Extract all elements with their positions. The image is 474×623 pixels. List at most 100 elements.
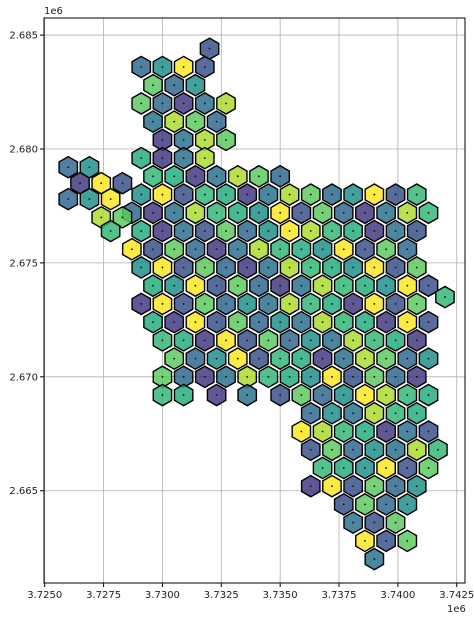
hex-center-point [182, 375, 185, 378]
hex-center-point [225, 375, 227, 378]
hex-center-point [173, 175, 176, 178]
hex-center-point [279, 394, 282, 396]
hex-center-point [182, 102, 185, 105]
hex-center-point [342, 394, 345, 396]
hex-center-point [121, 182, 124, 185]
hex-center-point [309, 193, 312, 196]
hex-center-point [100, 216, 103, 219]
hex-center-point [364, 503, 366, 506]
hex-center-point [173, 321, 176, 324]
hex-center-point [385, 284, 388, 287]
hex-center-point [258, 321, 260, 324]
hex-center-point [215, 120, 218, 123]
hex-center-point [203, 230, 206, 232]
hex-center-point [373, 521, 376, 524]
hex-center-point [288, 375, 291, 378]
hex-center-point [100, 182, 103, 185]
hex-center-point [364, 284, 366, 287]
hex-center-point [121, 216, 124, 219]
hex-center-point [394, 412, 397, 415]
hex-center-point [225, 193, 227, 196]
hex-center-point [236, 175, 239, 178]
hex-center-point [385, 430, 388, 433]
hex-center-point [444, 296, 446, 298]
hex-center-point [300, 357, 303, 360]
hex-center-point [373, 193, 376, 196]
hex-center-point [246, 193, 249, 196]
hex-center-point [406, 357, 409, 360]
hex-center-point [225, 102, 227, 105]
hex-center-point [373, 412, 376, 415]
hex-center-point [300, 248, 303, 251]
x-axis: 3.7250 3.7275 3.7300 3.7325 3.7350 3.7375 3.74… [27, 583, 474, 601]
hex-center-point [394, 375, 397, 378]
hex-center-point [406, 430, 409, 433]
hex-center-point [373, 375, 376, 378]
hex-center-point [406, 467, 409, 469]
hex-center-point [364, 467, 366, 469]
hex-center-point [309, 230, 312, 232]
hex-center-point [309, 448, 312, 451]
hex-center-point [152, 175, 154, 178]
hex-center-point [288, 230, 291, 232]
hex-center-point [246, 394, 249, 396]
hex-center-point [279, 357, 282, 360]
hex-center-point [331, 193, 333, 196]
hex-center-point [373, 266, 376, 269]
hex-center-point [194, 321, 197, 324]
hex-center-point [140, 157, 143, 160]
hex-center-point [215, 284, 218, 287]
hex-center-point [364, 211, 366, 214]
hex-center-point [246, 339, 249, 342]
hex-center-point [267, 193, 270, 196]
hex-center-point [246, 375, 249, 378]
hex-center-point [288, 339, 291, 342]
hex-center-point [300, 430, 303, 433]
hex-center-point [152, 120, 154, 123]
hex-center-point [352, 521, 355, 524]
hex-cells [58, 37, 455, 571]
hex-center-point [215, 394, 218, 396]
hex-center-point [161, 266, 164, 269]
hex-center-point [140, 193, 143, 196]
hex-center-point [267, 266, 270, 269]
hex-center-point [415, 485, 418, 488]
y-tick-label: 2.670 [9, 372, 38, 383]
hex-center-point [342, 321, 345, 324]
x-tick-label: 3.7350 [263, 590, 298, 601]
hex-center-point [321, 467, 324, 469]
hex-center-point [331, 448, 333, 451]
hex-center-point [364, 430, 366, 433]
hex-center-point [88, 166, 91, 169]
hex-center-point [321, 357, 324, 360]
hex-center-point [161, 303, 164, 305]
hex-center-point [321, 248, 324, 251]
hex-center-point [225, 138, 227, 141]
x-tick-label: 3.7375 [322, 590, 357, 601]
hex-center-point [394, 521, 397, 524]
hex-center-point [406, 211, 409, 214]
hex-center-point [279, 175, 282, 178]
y-tick-label: 2.665 [9, 486, 38, 497]
hex-center-point [309, 303, 312, 305]
hex-center-point [385, 394, 388, 396]
hex-center-point [194, 84, 197, 87]
hex-center-point [415, 375, 418, 378]
hex-center-point [194, 248, 197, 251]
hex-center-point [321, 430, 324, 433]
hex-center-point [161, 157, 164, 160]
hex-center-point [182, 66, 185, 68]
hex-center-point [67, 198, 70, 201]
hex-center-point [406, 284, 409, 287]
y-axis: 2.665 2.670 2.675 2.680 2.685 [9, 31, 44, 497]
hex-center-point [182, 138, 185, 141]
hex-center-point [331, 230, 333, 232]
hex-center-point [109, 198, 112, 201]
hex-center-point [152, 84, 154, 87]
x-tick-label: 3.7400 [380, 590, 415, 601]
hex-center-point [342, 430, 345, 433]
hex-center-point [279, 211, 282, 214]
hex-center-point [309, 339, 312, 342]
hex-center-point [342, 248, 345, 251]
hex-center-point [331, 266, 333, 269]
